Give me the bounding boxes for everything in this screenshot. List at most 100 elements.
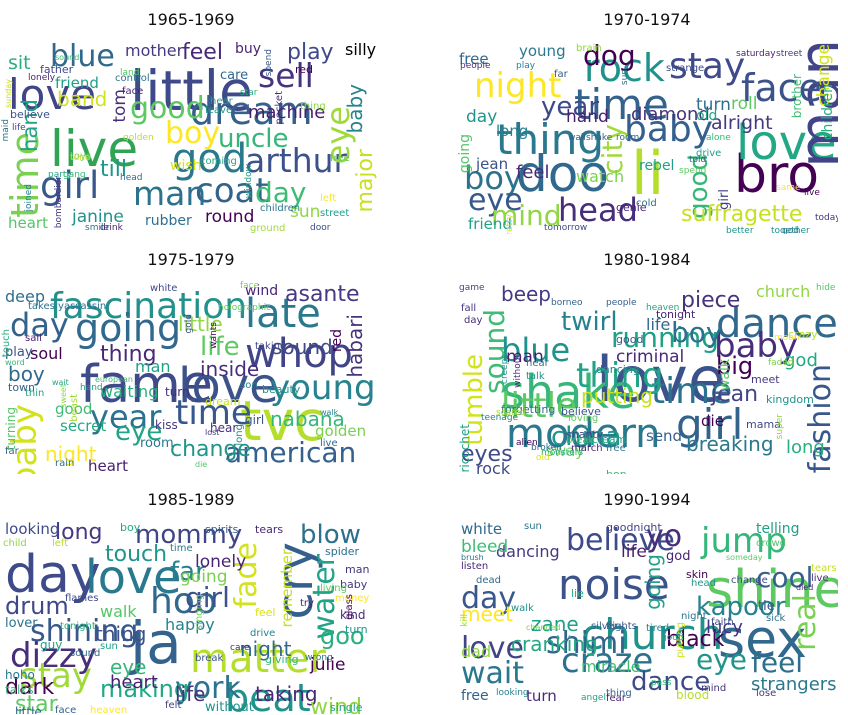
cloud-word: genie [616,201,647,214]
wordcloud-panel-3: 1975-1979 fame love tvc fascination late going… [0,250,382,474]
cloud-word: sweet [59,384,68,408]
cloud-word: rubber [145,213,192,229]
cloud-word: young [519,42,566,60]
cloud-word: hoho [5,668,35,682]
cloud-word: takes yassassin [28,301,107,312]
cloud-word: today [815,213,838,223]
cloud-word: broken [531,443,562,453]
cloud-word: china [551,422,622,452]
cloud-word: told [689,155,707,165]
cloud-word: red [295,63,314,76]
cloud-word: sound [70,648,101,659]
word-cloud: day love ja matter cry beat hoo york dizzy shinin… [0,514,382,714]
panel-title: 1965-1969 [147,10,235,29]
cloud-word: hide [816,283,836,293]
cloud-word: spend [264,49,274,77]
cloud-word: shake [586,133,613,143]
cloud-word: god [172,136,248,182]
cloud-word: miracle [581,657,641,676]
cloud-word: friend [55,74,99,92]
cloud-word: march [571,443,603,454]
cloud-word: love [736,115,837,171]
cloud-word: love [178,358,279,414]
cloud-word: children [820,84,836,141]
cloud-word: going [457,134,473,174]
cloud-word: moon [774,333,800,343]
cloud-word: running [611,321,720,354]
cloud-word: ricochet [458,424,472,473]
cloud-word: strangers [751,674,837,695]
cloud-word: thing [606,688,632,699]
cloud-word: white [461,520,503,538]
cloud-word: matter [190,636,326,682]
cloud-word: drink [100,223,123,233]
cloud-word: love [85,550,182,604]
cloud-word: wind [310,695,363,715]
cloud-word: little [178,312,223,336]
cloud-word: boy [671,316,723,349]
cloud-word: live [811,573,829,584]
cloud-word: day [10,306,69,344]
cloud-word: eye [468,183,523,218]
cloud-word: head [691,578,716,589]
cloud-word: forgetting [501,403,556,416]
cloud-word: leave [205,105,233,116]
cloud-word: year [541,92,600,122]
cloud-word: late [245,291,321,337]
cloud-word: time [574,80,669,129]
cloud-word: dead [476,575,501,586]
cloud-word: someday [726,553,763,562]
cloud-word: bombardier [54,176,64,229]
cloud-word: thing [100,342,157,367]
cloud-word: eye [696,643,748,676]
cloud-word: super [775,414,785,440]
cloud-word: game [459,283,485,293]
cloud-word: good [661,633,684,643]
cloud-word: drive [250,628,276,639]
cloud-word: fascination [50,286,248,327]
cloud-word: blood [676,688,710,702]
cloud-word: wait [52,378,69,387]
cloud-word: long [234,424,245,446]
cloud-word: sex [718,610,807,670]
word-cloud: li doo bro love man time thing face rock stay nigh… [456,34,838,234]
cloud-word: without [513,354,523,388]
cloud-word: dancing [596,363,640,376]
cloud-word: money [335,593,370,604]
cloud-word: man [506,347,544,367]
cloud-word: lover [5,616,38,631]
cloud-word: alright [711,112,773,134]
cloud-word: church [756,282,811,301]
cloud-word: blow [300,520,361,550]
cloud-word: roll [731,94,758,114]
panel-title: 1985-1989 [147,490,235,509]
cloud-word: man [345,563,370,576]
cloud-word: mind [701,683,727,694]
cloud-word: dream [190,89,313,133]
cloud-word: eye [115,417,163,447]
cloud-word: sound [272,335,333,359]
panel-title: 1980-1984 [603,250,691,269]
cloud-word: skin [686,568,709,581]
cloud-word: coat [195,171,269,211]
cloud-word: touch [105,542,168,567]
cloud-word: twirl [561,307,618,337]
cloud-word: alone [706,133,731,143]
cloud-word: time [175,393,252,433]
cloud-word: saturday [736,49,776,59]
cloud-word: change [731,575,768,586]
cloud-word: goodnight [606,521,662,534]
cloud-word: heart [8,214,48,232]
cloud-word: play [516,61,536,71]
cloud-word: spirits [205,523,239,536]
cloud-word: blue [50,39,115,74]
cloud-word: door [310,223,331,233]
cloud-word: town [8,381,36,394]
cloud-word: faded [768,358,794,368]
cloud-word: die [195,460,208,469]
cloud-word: love [8,70,97,119]
cloud-word: free [461,688,489,704]
cloud-word: soul [30,344,63,363]
cloud-word: sun [620,69,630,86]
cloud-word: telling [756,521,800,537]
